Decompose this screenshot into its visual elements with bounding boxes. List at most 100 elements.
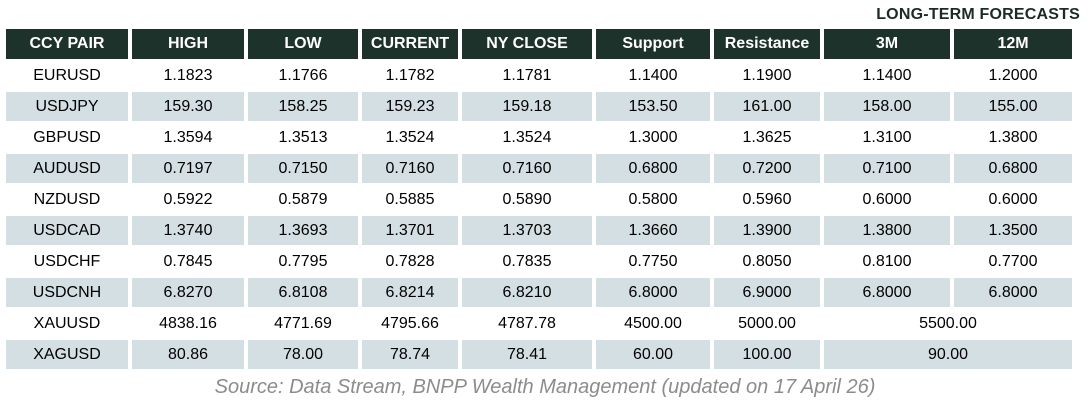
- value-cell: 0.5879: [248, 185, 358, 214]
- table-row-xagusd: XAGUSD 80.86 78.00 78.74 78.41 60.00 100.00 90.…: [6, 340, 1072, 369]
- value-cell: 153.50: [596, 92, 710, 121]
- column-header-high: HIGH: [132, 29, 244, 59]
- column-header-support: Support: [596, 29, 710, 59]
- table-header: CCY PAIR HIGH LOW CURRENT NY CLOSE Support Res…: [6, 29, 1072, 59]
- column-header-ccy-pair: CCY PAIR: [6, 29, 128, 59]
- value-cell: 1.1823: [132, 61, 244, 90]
- value-cell: 0.8050: [714, 247, 820, 276]
- table-row-usdcad: USDCAD 1.3740 1.3693 1.3701 1.3703 1.3660 1.39…: [6, 216, 1072, 245]
- value-cell: 158.25: [248, 92, 358, 121]
- value-cell: 0.6800: [596, 154, 710, 183]
- value-cell: 6.8000: [824, 278, 950, 307]
- value-cell: 1.3900: [714, 216, 820, 245]
- value-cell: 5500.00: [824, 309, 1072, 338]
- value-cell: 1.3701: [362, 216, 458, 245]
- value-cell: 0.6800: [954, 154, 1072, 183]
- value-cell: 90.00: [824, 340, 1072, 369]
- value-cell: 1.3100: [824, 123, 950, 152]
- column-header-ny-close: NY CLOSE: [462, 29, 592, 59]
- value-cell: 1.3524: [462, 123, 592, 152]
- value-cell: 6.8270: [132, 278, 244, 307]
- value-cell: 158.00: [824, 92, 950, 121]
- value-cell: 1.1781: [462, 61, 592, 90]
- value-cell: 0.7828: [362, 247, 458, 276]
- header-row: CCY PAIR HIGH LOW CURRENT NY CLOSE Support Res…: [6, 29, 1072, 59]
- table-row-usdchf: USDCHF 0.7845 0.7795 0.7828 0.7835 0.7750 0.80…: [6, 247, 1072, 276]
- value-cell: 100.00: [714, 340, 820, 369]
- value-cell: 80.86: [132, 340, 244, 369]
- pair-cell: USDCAD: [6, 216, 128, 245]
- pair-cell: EURUSD: [6, 61, 128, 90]
- pair-cell: XAGUSD: [6, 340, 128, 369]
- value-cell: 6.8210: [462, 278, 592, 307]
- long-term-forecasts-label: LONG-TERM FORECASTS: [876, 6, 1080, 23]
- value-cell: 5000.00: [714, 309, 820, 338]
- value-cell: 1.3625: [714, 123, 820, 152]
- value-cell: 6.8214: [362, 278, 458, 307]
- pair-cell: XAUUSD: [6, 309, 128, 338]
- table-row-usdcnh: USDCNH 6.8270 6.8108 6.8214 6.8210 6.8000 6.90…: [6, 278, 1072, 307]
- value-cell: 0.7845: [132, 247, 244, 276]
- value-cell: 0.7160: [462, 154, 592, 183]
- value-cell: 0.5922: [132, 185, 244, 214]
- table-row-gbpusd: GBPUSD 1.3594 1.3513 1.3524 1.3524 1.3000 1.36…: [6, 123, 1072, 152]
- value-cell: 1.3513: [248, 123, 358, 152]
- source-caption: Source: Data Stream, BNPP Wealth Managem…: [214, 376, 876, 398]
- column-header-current: CURRENT: [362, 29, 458, 59]
- value-cell: 1.3660: [596, 216, 710, 245]
- value-cell: 1.1400: [824, 61, 950, 90]
- column-header-12m: 12M: [954, 29, 1072, 59]
- pair-cell: NZDUSD: [6, 185, 128, 214]
- value-cell: 1.3524: [362, 123, 458, 152]
- table-row-xauusd: XAUUSD 4838.16 4771.69 4795.66 4787.78 4500.0…: [6, 309, 1072, 338]
- value-cell: 0.7150: [248, 154, 358, 183]
- value-cell: 4787.78: [462, 309, 592, 338]
- value-cell: 60.00: [596, 340, 710, 369]
- table-row-eurusd: EURUSD 1.1823 1.1766 1.1782 1.1781 1.1400 1.19…: [6, 61, 1072, 90]
- value-cell: 1.1766: [248, 61, 358, 90]
- value-cell: 1.3693: [248, 216, 358, 245]
- value-cell: 4795.66: [362, 309, 458, 338]
- table-row-audusd: AUDUSD 0.7197 0.7150 0.7160 0.7160 0.6800 0.72…: [6, 154, 1072, 183]
- value-cell: 78.74: [362, 340, 458, 369]
- table-body: EURUSD 1.1823 1.1766 1.1782 1.1781 1.1400 1.19…: [6, 61, 1072, 369]
- value-cell: 1.3500: [954, 216, 1072, 245]
- pair-cell: USDCHF: [6, 247, 128, 276]
- value-cell: 0.7197: [132, 154, 244, 183]
- table-row-nzdusd: NZDUSD 0.5922 0.5879 0.5885 0.5890 0.5800 0.59…: [6, 185, 1072, 214]
- value-cell: 6.9000: [714, 278, 820, 307]
- value-cell: 0.5885: [362, 185, 458, 214]
- value-cell: 6.8000: [596, 278, 710, 307]
- column-header-resistance: Resistance: [714, 29, 820, 59]
- column-header-3m: 3M: [824, 29, 950, 59]
- value-cell: 0.7835: [462, 247, 592, 276]
- value-cell: 1.1400: [596, 61, 710, 90]
- pair-cell: USDJPY: [6, 92, 128, 121]
- value-cell: 0.7200: [714, 154, 820, 183]
- value-cell: 1.3703: [462, 216, 592, 245]
- value-cell: 6.8108: [248, 278, 358, 307]
- pair-cell: GBPUSD: [6, 123, 128, 152]
- value-cell: 4500.00: [596, 309, 710, 338]
- value-cell: 1.3000: [596, 123, 710, 152]
- value-cell: 0.8100: [824, 247, 950, 276]
- value-cell: 0.7700: [954, 247, 1072, 276]
- table-row-usdjpy: USDJPY 159.30 158.25 159.23 159.18 153.50 161.…: [6, 92, 1072, 121]
- pair-cell: AUDUSD: [6, 154, 128, 183]
- value-cell: 1.3594: [132, 123, 244, 152]
- value-cell: 0.7750: [596, 247, 710, 276]
- value-cell: 0.7100: [824, 154, 950, 183]
- value-cell: 1.2000: [954, 61, 1072, 90]
- value-cell: 1.1900: [714, 61, 820, 90]
- pair-cell: USDCNH: [6, 278, 128, 307]
- value-cell: 4771.69: [248, 309, 358, 338]
- value-cell: 161.00: [714, 92, 820, 121]
- fx-forecast-table: CCY PAIR HIGH LOW CURRENT NY CLOSE Support Res…: [2, 27, 1076, 371]
- value-cell: 0.5890: [462, 185, 592, 214]
- value-cell: 6.8000: [954, 278, 1072, 307]
- value-cell: 1.3740: [132, 216, 244, 245]
- value-cell: 0.5960: [714, 185, 820, 214]
- value-cell: 159.30: [132, 92, 244, 121]
- value-cell: 159.23: [362, 92, 458, 121]
